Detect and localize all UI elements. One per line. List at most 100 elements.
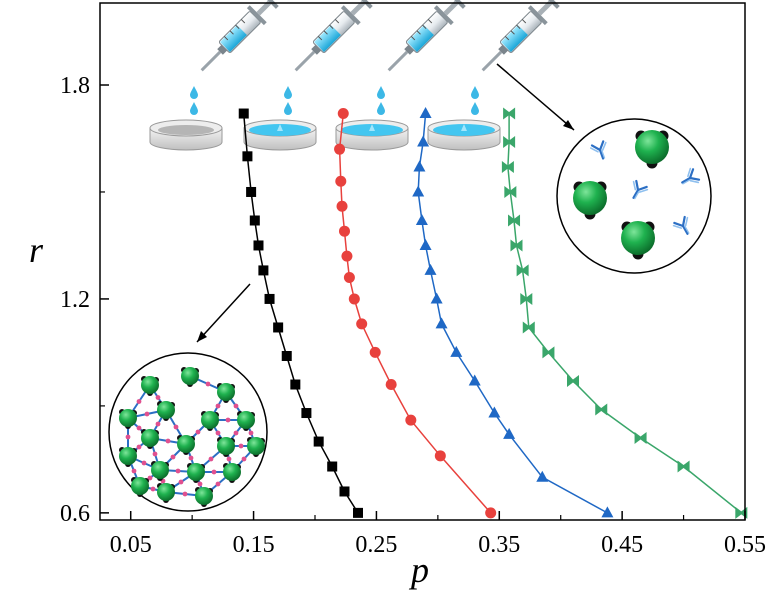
crosslink-dot	[136, 399, 142, 404]
crosslink-dot	[241, 456, 247, 462]
data-point	[238, 108, 249, 119]
data-point	[430, 292, 443, 304]
y-tick-label: 1.2	[60, 287, 90, 313]
data-point	[253, 240, 264, 251]
crosslink-dot	[147, 475, 153, 481]
series-bowtie	[501, 107, 748, 519]
x-tick-label: 0.45	[601, 532, 643, 558]
data-point	[412, 185, 425, 197]
data-point	[419, 107, 432, 119]
data-point	[242, 151, 253, 162]
syringe-icon	[286, 0, 376, 80]
crosslink-dot	[165, 438, 171, 444]
data-point	[339, 486, 350, 497]
data-point	[419, 238, 432, 250]
petri-dish-icon	[243, 119, 317, 151]
data-point	[301, 408, 312, 419]
data-point	[488, 406, 501, 418]
data-point	[341, 250, 353, 262]
series-triangle	[412, 107, 614, 518]
aggregated-network-inset	[108, 283, 268, 512]
data-point	[281, 350, 292, 361]
crosslink-dot	[205, 381, 211, 387]
data-point	[356, 318, 368, 330]
data-point	[503, 427, 516, 439]
crosslink-dot	[233, 430, 239, 436]
petri-dish-icon	[335, 119, 409, 151]
data-point	[435, 317, 448, 329]
data-point	[327, 461, 338, 472]
data-point	[503, 136, 516, 149]
x-axis-label: p	[408, 550, 429, 590]
series-line	[338, 113, 492, 514]
data-point	[468, 374, 481, 386]
data-point	[343, 272, 355, 284]
data-point	[335, 175, 347, 187]
data-point	[369, 346, 381, 358]
data-point	[510, 239, 523, 252]
crosslink-dot	[155, 421, 161, 427]
data-point	[503, 107, 516, 120]
data-point	[601, 506, 614, 518]
petri-dish-icon	[149, 119, 223, 151]
crosslink-dot	[141, 460, 147, 466]
data-point	[508, 214, 521, 227]
crosslink-dot	[188, 455, 194, 461]
droplets	[190, 86, 479, 115]
crosslink-dot	[215, 403, 221, 409]
crosslink-dot	[215, 481, 221, 487]
data-point	[313, 436, 324, 447]
data-point	[434, 450, 446, 462]
crosslink-dot	[125, 434, 131, 440]
data-point	[249, 215, 260, 226]
ticks-layer: 0.05 0.15 0.25 0.35 0.45 0.55 0.6 1.2 1.8	[60, 73, 766, 558]
syringe-illustration-group	[149, 0, 563, 151]
data-point	[504, 185, 517, 198]
y-tick-label: 0.6	[60, 501, 90, 527]
data-point	[413, 160, 426, 172]
crosslink-dot	[131, 468, 137, 474]
crosslink-dot	[182, 491, 188, 497]
crosslink-dot	[175, 468, 181, 474]
data-point	[501, 161, 514, 174]
crosslink-dot	[197, 481, 203, 487]
data-point	[336, 200, 348, 212]
series-square	[238, 108, 363, 518]
data-point	[634, 431, 647, 444]
data-point	[348, 293, 360, 305]
crosslink-dot	[144, 411, 150, 417]
crosslink-dot	[195, 429, 201, 435]
x-tick-label: 0.55	[724, 532, 766, 558]
data-point	[677, 460, 690, 473]
data-point	[273, 322, 284, 333]
syringe-icon	[473, 0, 563, 80]
data-point	[334, 143, 346, 155]
crosslink-dot	[152, 451, 158, 457]
data-point	[264, 293, 275, 304]
data-point	[522, 321, 535, 334]
data-point	[337, 108, 349, 120]
series-circle	[334, 108, 497, 519]
data-point	[417, 135, 430, 147]
data-point	[450, 345, 463, 357]
crosslink-dot	[170, 454, 176, 460]
data-point	[424, 263, 437, 275]
data-point	[485, 507, 497, 519]
data-point	[246, 186, 257, 197]
data-point	[353, 507, 363, 518]
data-point	[542, 346, 555, 359]
crosslink-dot	[150, 486, 156, 492]
data-point	[415, 213, 428, 225]
data-point	[290, 379, 301, 390]
crosslink-dot	[215, 430, 221, 436]
crosslink-dot	[173, 424, 179, 430]
crosslink-dot	[178, 479, 184, 485]
crosslink-dot	[233, 403, 239, 409]
data-point	[405, 414, 417, 426]
particle-network	[119, 367, 265, 507]
crosslink-dot	[136, 425, 142, 431]
x-tick-label: 0.35	[478, 532, 520, 558]
x-tick-label: 0.25	[355, 532, 397, 558]
data-point	[338, 225, 350, 237]
